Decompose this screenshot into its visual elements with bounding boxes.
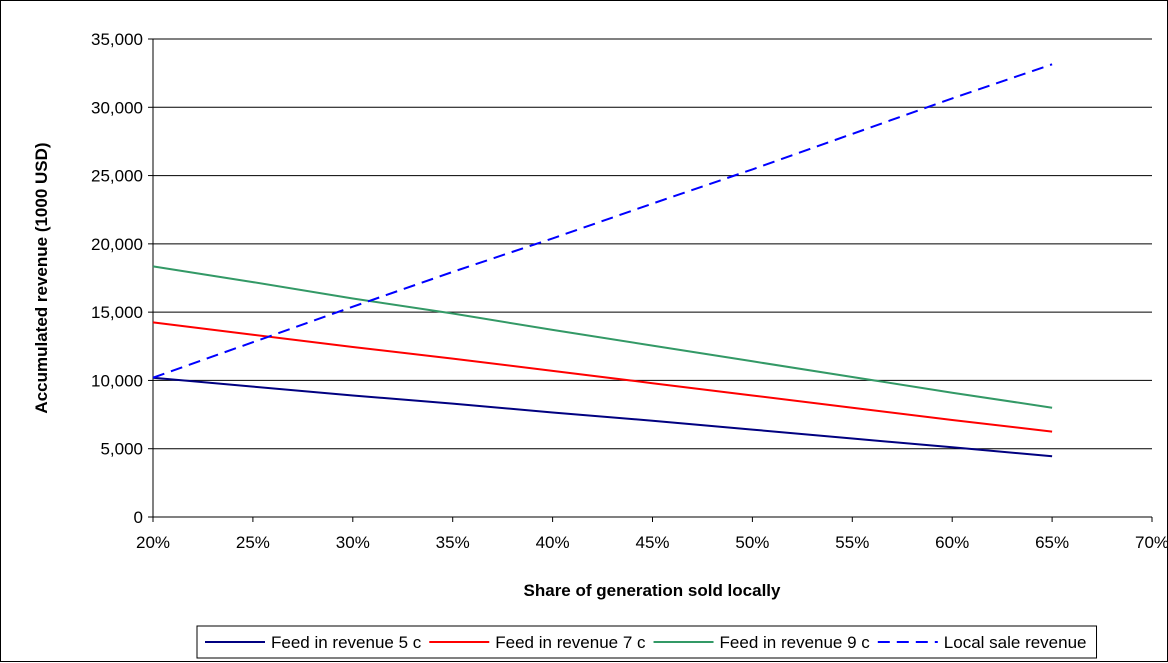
y-axis-title: Accumulated revenue (1000 USD)	[32, 142, 51, 413]
x-tick-label: 25%	[236, 533, 270, 552]
legend-label: Feed in revenue 7 c	[495, 633, 646, 652]
legend-label: Feed in revenue 9 c	[720, 633, 871, 652]
x-axis-title: Share of generation sold locally	[524, 581, 781, 600]
x-tick-label: 50%	[735, 533, 769, 552]
axes	[148, 38, 1153, 522]
gridlines	[153, 38, 1152, 450]
series-line-2	[152, 321, 1053, 433]
x-tick-label: 35%	[436, 533, 470, 552]
x-tick-label: 45%	[635, 533, 669, 552]
legend: Feed in revenue 5 c Feed in revenue 7 c Fe…	[196, 625, 1098, 659]
y-tick-label: 10,000	[91, 371, 143, 390]
legend-label: Local sale revenue	[944, 633, 1087, 652]
legend-label: Feed in revenue 5 c	[271, 633, 422, 652]
x-tick-labels: 20% 25% 30% 35% 40% 45% 50% 55% 60% 65% 70%	[136, 533, 1168, 552]
legend-item-4: Local sale revenue	[877, 633, 1087, 652]
series-line-4	[152, 63, 1053, 379]
y-tick-label: 0	[134, 508, 143, 527]
series-lines	[152, 63, 1053, 458]
y-tick-label: 25,000	[91, 167, 143, 186]
legend-item-3: Feed in revenue 9 c	[653, 633, 871, 652]
y-tick-label: 30,000	[91, 98, 143, 117]
y-tick-labels: 0 5,000 10,000 15,000 20,000 25,000 30,000 35,0…	[91, 30, 143, 527]
y-tick-label: 15,000	[91, 303, 143, 322]
x-tick-label: 30%	[336, 533, 370, 552]
x-tick-label: 20%	[136, 533, 170, 552]
x-tick-label: 70%	[1135, 533, 1168, 552]
series-line-3	[152, 265, 1053, 409]
x-tick-label: 65%	[1035, 533, 1069, 552]
legend-box	[196, 625, 1098, 659]
legend-item-2: Feed in revenue 7 c	[429, 633, 646, 652]
x-tick-label: 40%	[536, 533, 570, 552]
y-tick-label: 35,000	[91, 30, 143, 49]
legend-item-1: Feed in revenue 5 c	[205, 633, 422, 652]
y-tick-label: 20,000	[91, 235, 143, 254]
series-line-1	[152, 376, 1053, 458]
x-tick-label: 55%	[835, 533, 869, 552]
x-tick-label: 60%	[935, 533, 969, 552]
y-tick-label: 5,000	[100, 440, 143, 459]
